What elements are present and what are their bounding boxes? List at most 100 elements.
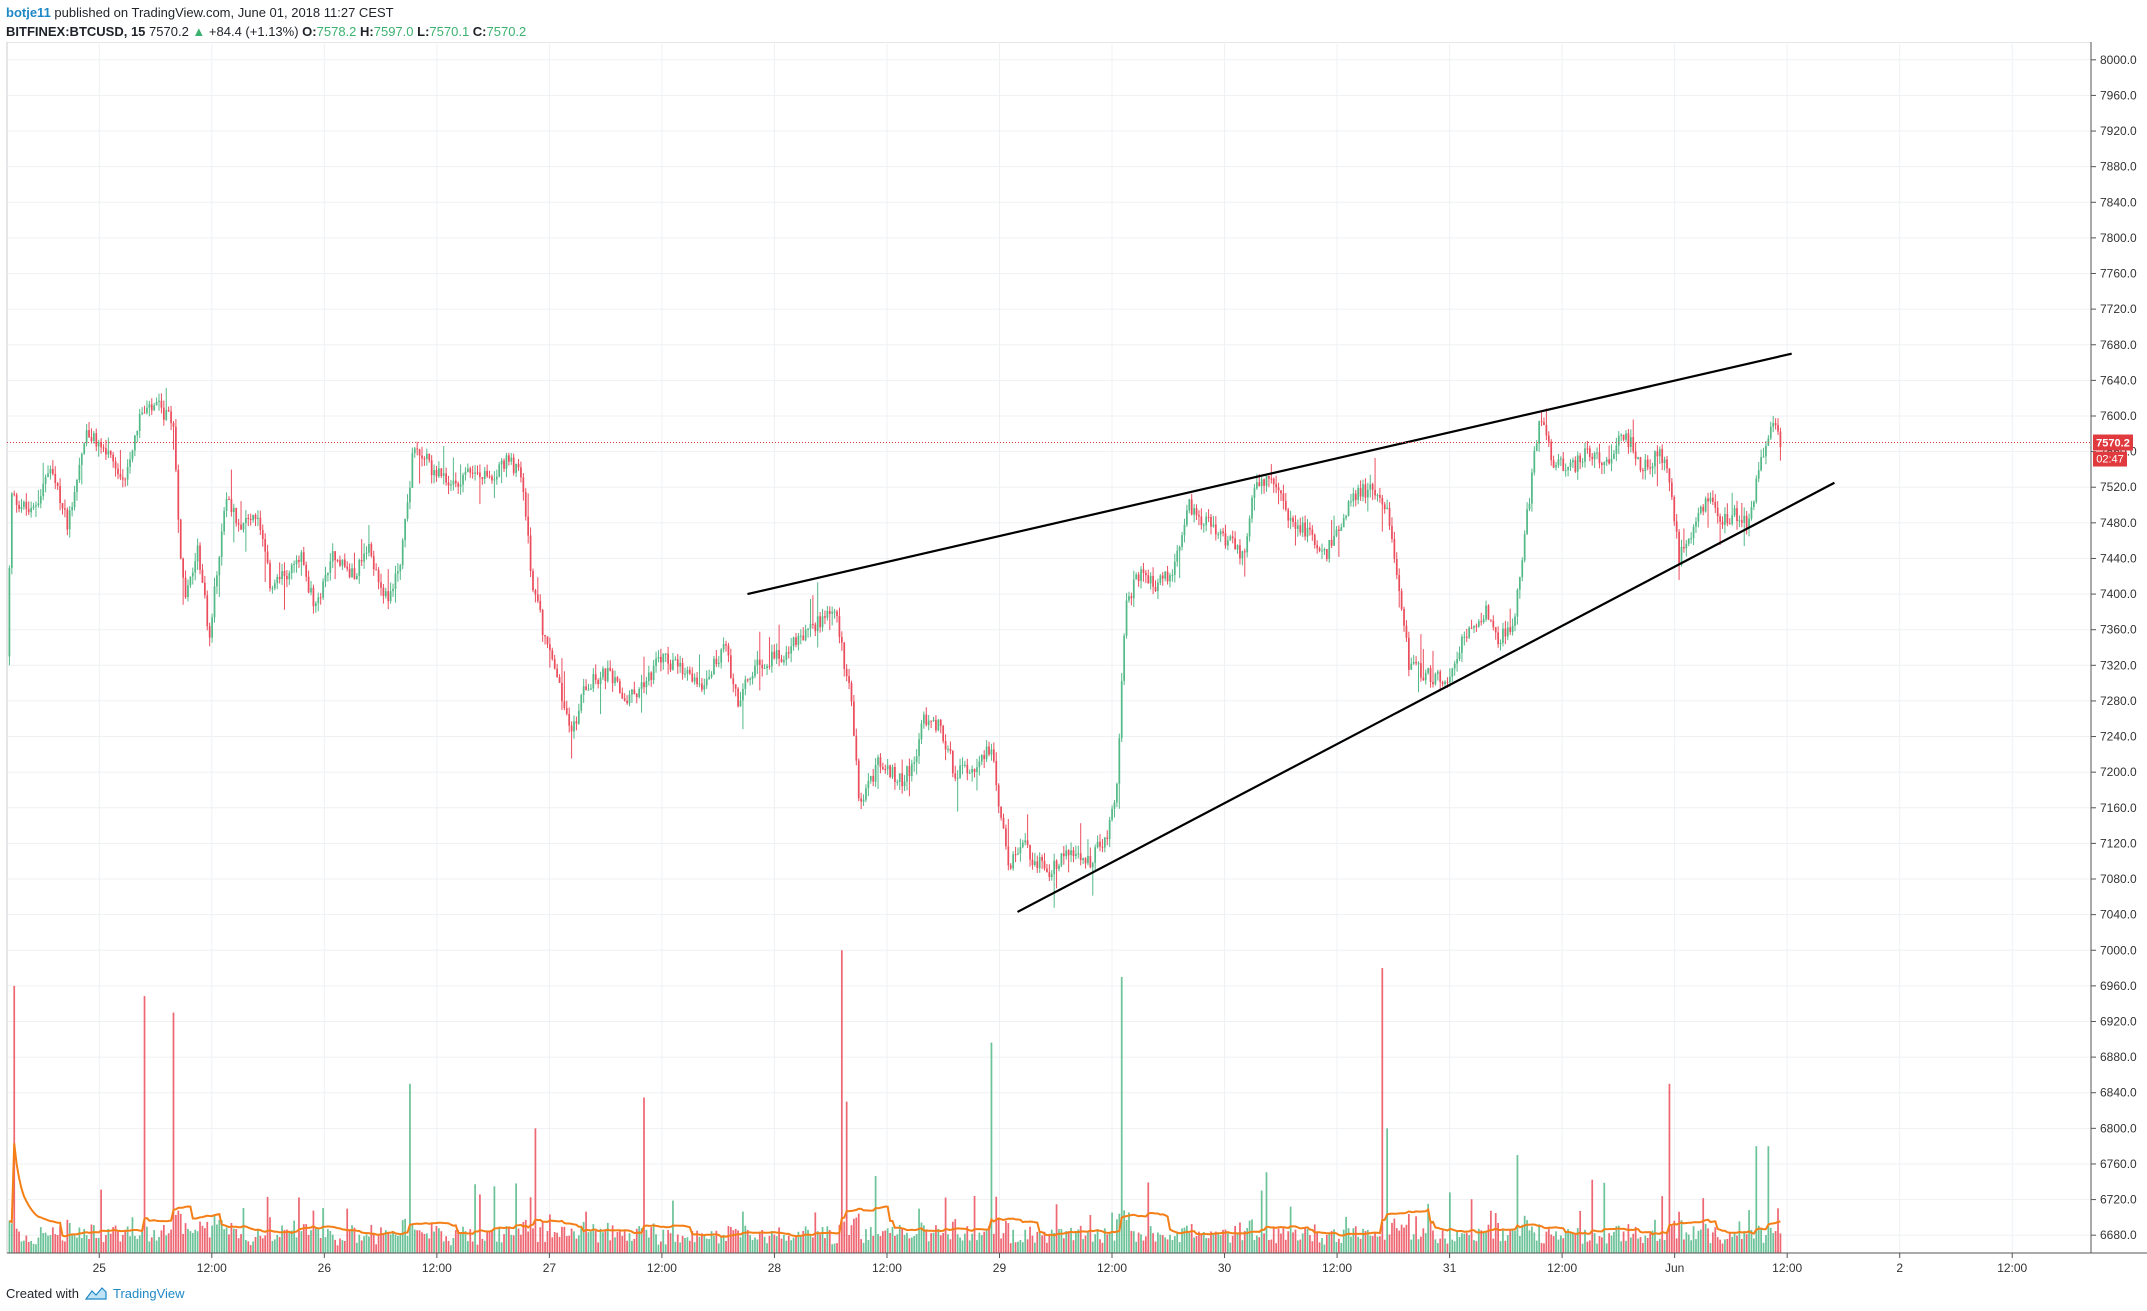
candle-body bbox=[1480, 621, 1483, 623]
candle-body bbox=[872, 775, 875, 782]
candle-body bbox=[1569, 462, 1572, 467]
volume-bar bbox=[389, 1234, 392, 1253]
trendlines[interactable] bbox=[747, 352, 1835, 913]
volume-bar bbox=[131, 1217, 134, 1253]
volume-bar bbox=[459, 1232, 462, 1253]
candle-body bbox=[134, 435, 136, 451]
volume-bar bbox=[1625, 1240, 1627, 1253]
candle-body bbox=[1463, 636, 1466, 638]
volume-bar bbox=[520, 1234, 522, 1253]
candle-body bbox=[1130, 596, 1133, 599]
tradingview-brand[interactable]: TradingView bbox=[112, 1285, 185, 1301]
candle-body bbox=[1270, 478, 1273, 480]
candle-body bbox=[283, 571, 286, 576]
volume-bar bbox=[1745, 1234, 1748, 1253]
x-tick-label: 12:00 bbox=[1997, 1261, 2027, 1275]
candle-body bbox=[1704, 498, 1707, 512]
candle-body bbox=[1738, 520, 1741, 522]
symbol-label[interactable]: BITFINEX:BTCUSD, 15 bbox=[6, 24, 146, 39]
price-axis[interactable]: 8000.07960.07920.07880.07840.07800.07760… bbox=[2090, 42, 2137, 1253]
candle-body bbox=[855, 735, 858, 761]
volume-bar bbox=[1094, 1234, 1097, 1253]
trendline[interactable] bbox=[1016, 481, 1835, 913]
volume-bar bbox=[447, 1240, 450, 1253]
y-tick-label: 7800.0 bbox=[2100, 231, 2137, 245]
volume-bar bbox=[273, 1239, 276, 1253]
volume-bar bbox=[1678, 1211, 1680, 1253]
candle-body bbox=[1103, 837, 1106, 848]
candle-body bbox=[1697, 512, 1700, 522]
candle-body bbox=[1675, 521, 1678, 532]
candle-body bbox=[1651, 466, 1654, 469]
candle-body bbox=[1668, 468, 1671, 483]
volume-bar bbox=[577, 1235, 580, 1253]
volume-bar bbox=[1726, 1238, 1729, 1253]
volume-bar bbox=[1084, 1235, 1087, 1253]
volume-bar bbox=[889, 1232, 891, 1253]
y-tick-label: 6880.0 bbox=[2100, 1050, 2137, 1064]
candle-body bbox=[1318, 548, 1321, 551]
candle-body bbox=[1292, 517, 1294, 522]
candle-body bbox=[828, 610, 831, 614]
time-axis[interactable]: 25 12:00 26 12:00 27 12:00 28 12:00 29 12:00 30 12:… bbox=[7, 1252, 2147, 1275]
volume-bar bbox=[1521, 1224, 1524, 1253]
candle-body bbox=[901, 773, 904, 787]
last-price-value: 7570.2 bbox=[149, 24, 189, 39]
candle-body bbox=[713, 658, 715, 675]
volume-bar bbox=[862, 1242, 865, 1253]
candle-body bbox=[1212, 524, 1215, 527]
volume-bar bbox=[1017, 1241, 1019, 1253]
volume-bar bbox=[360, 1240, 363, 1253]
volume-bar bbox=[898, 1224, 901, 1253]
volume-bar bbox=[1258, 1237, 1261, 1253]
volume-bar bbox=[1485, 1232, 1487, 1253]
candle-body bbox=[1395, 558, 1398, 576]
volume-bar bbox=[1383, 1239, 1386, 1253]
candle-body bbox=[368, 543, 370, 553]
volume-bar bbox=[278, 1237, 281, 1253]
volume-bar bbox=[1154, 1241, 1157, 1253]
volume-bar bbox=[643, 1097, 645, 1253]
volume-bar bbox=[703, 1234, 706, 1253]
candle-body bbox=[237, 523, 240, 525]
volume-bar bbox=[80, 1237, 83, 1253]
candle-body bbox=[1687, 538, 1690, 544]
volume-bar bbox=[1550, 1234, 1553, 1253]
candle-body bbox=[1692, 526, 1695, 539]
author-link[interactable]: botje11 bbox=[6, 5, 51, 20]
volume-bar bbox=[1555, 1231, 1557, 1253]
volume-moving-average bbox=[8, 1143, 1781, 1238]
volume-bar bbox=[1461, 1233, 1463, 1253]
volume-bar bbox=[105, 1235, 107, 1253]
candle-body bbox=[15, 494, 18, 505]
volume-bar bbox=[269, 1217, 271, 1253]
candle-body bbox=[1328, 539, 1331, 559]
price-chart[interactable]: 8000.07960.07920.07880.07840.07800.07760… bbox=[0, 41, 2147, 1277]
candle-body bbox=[97, 442, 100, 447]
volume-bar bbox=[1335, 1242, 1338, 1253]
volume-bar bbox=[783, 1235, 785, 1253]
candle-body bbox=[563, 701, 566, 708]
volume-bar bbox=[288, 1232, 291, 1253]
volume-bar bbox=[394, 1234, 397, 1253]
volume-bar bbox=[1439, 1238, 1442, 1253]
candle-body bbox=[611, 670, 614, 684]
y-tick-label: 7280.0 bbox=[2100, 694, 2137, 708]
volume-bar bbox=[1666, 1233, 1668, 1253]
candle-body bbox=[1767, 438, 1770, 446]
candle-body bbox=[203, 582, 206, 596]
volume-bar bbox=[621, 1235, 624, 1253]
candle-body bbox=[450, 484, 452, 486]
candle-body bbox=[1383, 504, 1386, 510]
candle-body bbox=[739, 700, 742, 707]
candle-body bbox=[394, 573, 397, 589]
volume-bar bbox=[1444, 1238, 1446, 1253]
candle-body bbox=[1019, 847, 1022, 854]
candle-body bbox=[667, 653, 669, 664]
candle-body bbox=[1535, 443, 1538, 451]
candle-body bbox=[561, 682, 563, 702]
trendline[interactable] bbox=[747, 352, 1792, 596]
volume-bar bbox=[616, 1231, 619, 1253]
volume-bar bbox=[138, 1235, 141, 1253]
chart-area[interactable]: 8000.0 7960.0 7920.0 7880.0 7840.0 7800.0 7760… bbox=[0, 41, 2147, 1277]
